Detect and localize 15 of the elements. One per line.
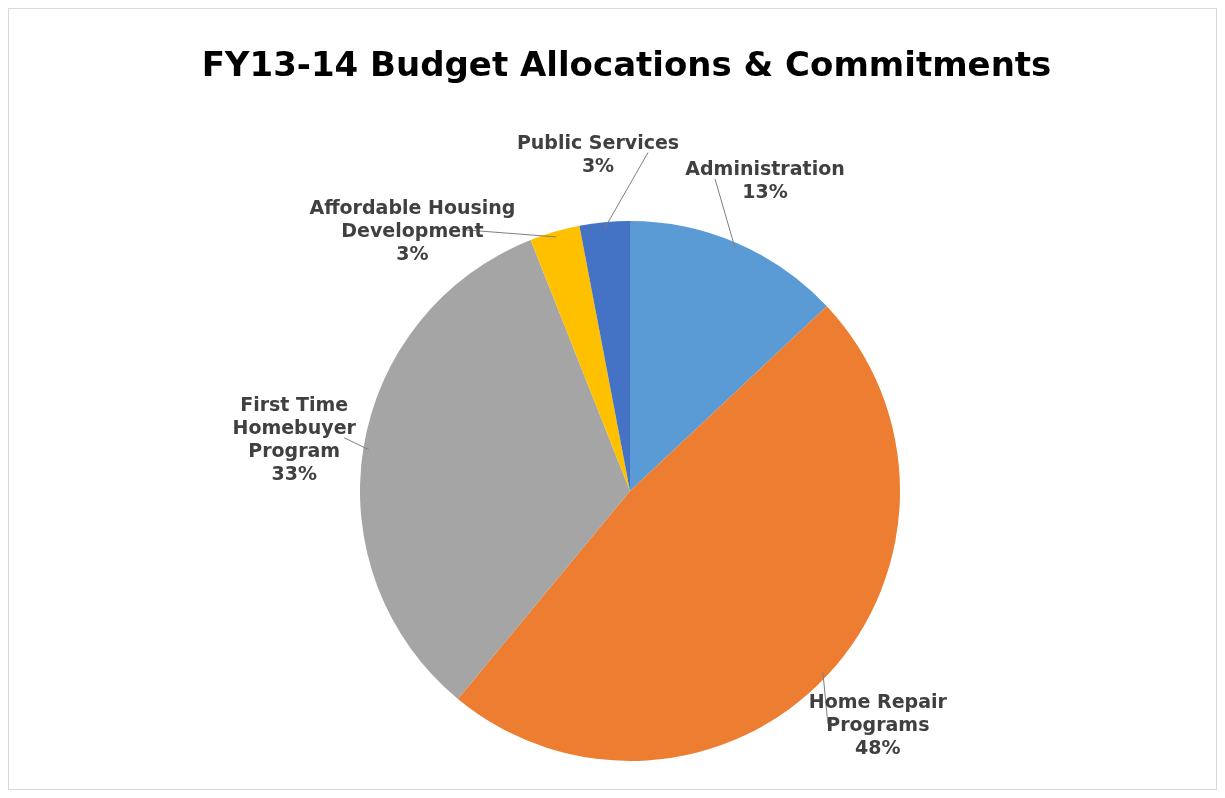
pie-slice (530, 225, 630, 491)
pie-slice (360, 239, 630, 700)
slice-label: First Time Homebuyer Program (232, 392, 357, 461)
data-label: 33% (271, 461, 317, 484)
pie-slice (579, 221, 630, 491)
data-label: 3% (581, 153, 615, 176)
data-label: 13% (742, 179, 788, 202)
data-label: 48% (855, 736, 901, 759)
data-label: 3% (396, 242, 429, 265)
slice-label: Administration (685, 156, 845, 179)
slice-label: Home Repair Programs (808, 690, 948, 736)
slice-label: Public Services (516, 130, 680, 153)
chart-title: FY13-14 Budget Allocations & Commitments (201, 44, 1052, 84)
pie-slice (630, 221, 827, 491)
slice-label: Affordable Housing Development (309, 196, 516, 242)
